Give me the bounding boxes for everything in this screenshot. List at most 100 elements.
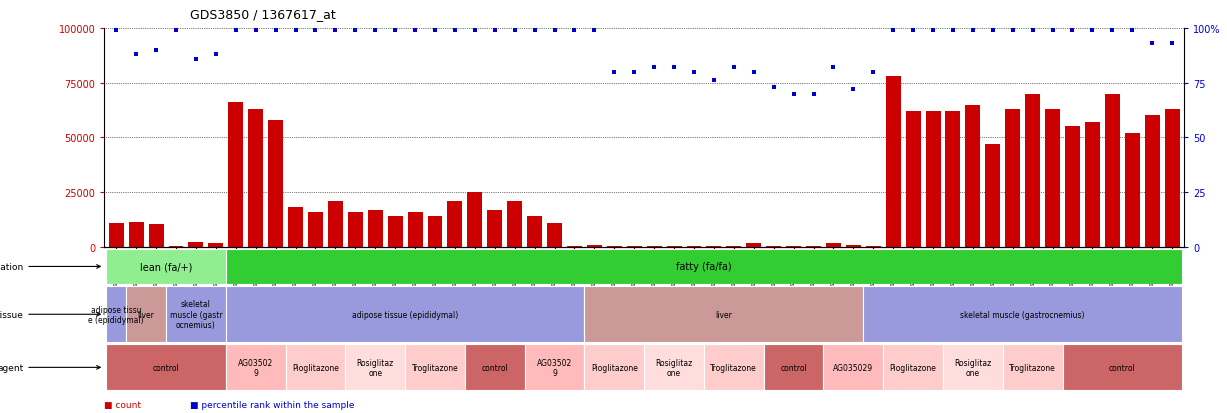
Bar xyxy=(405,344,465,390)
Text: lean (fa/+): lean (fa/+) xyxy=(140,262,193,272)
Point xyxy=(286,28,306,34)
Bar xyxy=(226,344,286,390)
Bar xyxy=(1045,110,1060,247)
Bar xyxy=(607,246,622,247)
Point xyxy=(1082,28,1102,34)
Point xyxy=(1162,41,1182,47)
Bar xyxy=(248,110,263,247)
Bar xyxy=(627,246,642,247)
Text: Pioglitazone: Pioglitazone xyxy=(890,363,936,372)
Bar xyxy=(286,344,345,390)
Bar xyxy=(826,244,840,247)
Point xyxy=(385,28,405,34)
Point xyxy=(1063,28,1082,34)
Bar xyxy=(1164,110,1179,247)
Text: AG03502
9: AG03502 9 xyxy=(537,358,572,377)
Point xyxy=(426,28,445,34)
Text: genotype/variation: genotype/variation xyxy=(0,262,101,271)
Bar xyxy=(228,103,243,247)
Bar xyxy=(823,344,883,390)
Point xyxy=(366,28,385,34)
Point xyxy=(664,65,683,71)
Text: Pioglitazone: Pioglitazone xyxy=(292,363,339,372)
Bar xyxy=(866,246,881,247)
Text: Rosiglitaz
one: Rosiglitaz one xyxy=(955,358,991,377)
Point xyxy=(883,28,903,34)
Point xyxy=(564,28,584,34)
Bar xyxy=(707,246,721,247)
Text: Troglitazone: Troglitazone xyxy=(710,363,757,372)
Bar xyxy=(1104,95,1120,247)
Point xyxy=(804,91,823,98)
Point xyxy=(545,28,564,34)
Bar xyxy=(226,249,1182,284)
Bar xyxy=(1063,344,1182,390)
Text: adipose tissu
e (epididymal): adipose tissu e (epididymal) xyxy=(88,305,144,324)
Bar xyxy=(525,344,584,390)
Bar xyxy=(1085,123,1099,247)
Bar xyxy=(584,287,864,343)
Bar xyxy=(1026,95,1040,247)
Point xyxy=(1023,28,1043,34)
Point xyxy=(784,91,804,98)
Point xyxy=(306,28,325,34)
Point xyxy=(346,28,366,34)
Text: Troglitazone: Troglitazone xyxy=(1010,363,1056,372)
Point xyxy=(465,28,485,34)
Bar xyxy=(1005,110,1020,247)
Text: Rosiglitaz
one: Rosiglitaz one xyxy=(655,358,693,377)
Point xyxy=(226,28,245,34)
Bar xyxy=(347,212,363,247)
Point xyxy=(126,52,146,58)
Bar xyxy=(109,223,124,247)
Text: ■ count: ■ count xyxy=(104,400,141,409)
Point xyxy=(843,87,863,93)
Text: skeletal muscle (gastrocnemius): skeletal muscle (gastrocnemius) xyxy=(961,310,1085,319)
Bar xyxy=(886,77,901,247)
Bar xyxy=(1065,127,1080,247)
Text: liver: liver xyxy=(137,310,155,319)
Point xyxy=(724,65,744,71)
Point xyxy=(1123,28,1142,34)
Point xyxy=(405,28,425,34)
Point xyxy=(266,28,286,34)
Point xyxy=(764,85,784,91)
Point xyxy=(325,28,345,34)
Bar xyxy=(644,344,704,390)
Point xyxy=(187,56,206,63)
Bar xyxy=(126,287,166,343)
Text: AG035029: AG035029 xyxy=(833,363,874,372)
Bar xyxy=(806,246,821,247)
Bar xyxy=(189,243,204,247)
Bar xyxy=(1002,344,1063,390)
Text: GDS3850 / 1367617_at: GDS3850 / 1367617_at xyxy=(190,8,336,21)
Point xyxy=(245,28,265,34)
Bar xyxy=(746,244,761,247)
Text: fatty (fa/fa): fatty (fa/fa) xyxy=(676,262,731,272)
Text: skeletal
muscle (gastr
ocnemius): skeletal muscle (gastr ocnemius) xyxy=(169,300,222,329)
Point xyxy=(944,28,963,34)
Bar xyxy=(587,245,601,247)
Bar xyxy=(328,202,342,247)
Bar xyxy=(647,246,661,247)
Bar xyxy=(883,344,944,390)
Bar xyxy=(467,192,482,247)
Text: tissue: tissue xyxy=(0,310,101,319)
Point xyxy=(923,28,942,34)
Bar xyxy=(209,244,223,247)
Text: control: control xyxy=(481,363,508,372)
Point xyxy=(963,28,983,34)
Text: agent: agent xyxy=(0,363,101,372)
Point xyxy=(983,28,1002,34)
Bar xyxy=(107,287,126,343)
Point xyxy=(1043,28,1063,34)
Bar xyxy=(766,246,782,247)
Point xyxy=(605,69,625,76)
Point xyxy=(744,69,763,76)
Bar xyxy=(547,223,562,247)
Point xyxy=(584,28,604,34)
Bar xyxy=(1145,116,1160,247)
Bar xyxy=(148,224,163,247)
Point xyxy=(685,69,704,76)
Text: Rosiglitaz
one: Rosiglitaz one xyxy=(357,358,394,377)
